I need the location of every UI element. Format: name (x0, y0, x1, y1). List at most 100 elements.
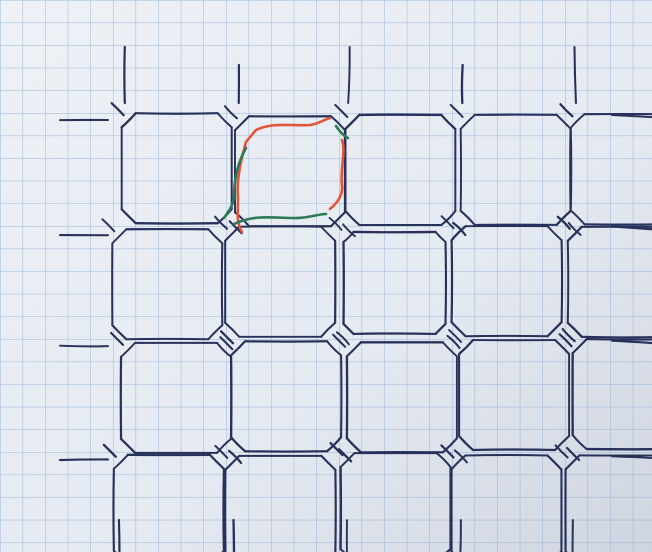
octagon-edge (329, 211, 347, 228)
octagon-edge (450, 321, 467, 338)
octagon-edge (112, 453, 129, 470)
corner-connector (109, 331, 125, 346)
octagon-edge (229, 436, 247, 453)
octagon-edge (554, 434, 571, 452)
corner-connector (110, 102, 125, 117)
octagon-edge (224, 321, 241, 338)
octagon-edge (345, 437, 363, 454)
octagon-edge (450, 454, 467, 471)
corner-connector (453, 449, 468, 464)
octagon-edge (441, 341, 458, 358)
octagon-edge (546, 225, 563, 242)
octagon-edge (569, 113, 586, 130)
octagon-edge (566, 225, 583, 242)
corner-connector (334, 103, 349, 119)
octagon-edge (445, 547, 452, 552)
octagon-edge (585, 338, 652, 341)
octagon-edge (546, 321, 563, 338)
octagon-edge (216, 341, 233, 358)
corner-connector (561, 327, 576, 343)
octagon-edge (434, 322, 447, 336)
bottom-stub (459, 519, 462, 552)
octagon-edge (320, 454, 337, 471)
octagon-edge (207, 228, 224, 245)
octagon-edge (440, 209, 457, 227)
corner-connector (214, 444, 229, 459)
octagon-edge (207, 324, 224, 341)
right-stub (611, 455, 652, 459)
corner-connector (101, 218, 116, 233)
top-stub (460, 63, 464, 105)
octagon-edge (457, 434, 475, 452)
octagon-edge (339, 452, 356, 469)
bottom-stub (232, 518, 236, 552)
octagon-edge (564, 454, 581, 471)
corner-connector (446, 334, 461, 349)
octagon-edge (546, 454, 563, 471)
octagon-edge (571, 338, 588, 355)
corner-connector (452, 221, 467, 237)
left-stub (58, 458, 110, 462)
octagon-edge (119, 437, 137, 455)
octagon-edge (329, 115, 346, 132)
octagon-edge (555, 113, 572, 130)
corner-connector (337, 448, 353, 463)
octagon-edge (441, 437, 458, 454)
corner-connector (556, 215, 571, 231)
bottom-stub (345, 519, 348, 552)
octagon-edge (233, 115, 250, 132)
octagon-edge (569, 209, 586, 226)
octagon-edge (111, 228, 128, 245)
octagon-edge (342, 322, 355, 336)
octagon-edge (344, 209, 361, 227)
octagon-edge (320, 225, 337, 242)
corner-connector (332, 333, 347, 348)
octagon-edge (134, 112, 219, 115)
octagon-edge (216, 437, 233, 454)
corner-connector (554, 444, 569, 459)
octagon-edge (450, 225, 467, 242)
right-stub (610, 225, 652, 231)
octagon-edge (216, 112, 233, 129)
corner-connector (102, 443, 118, 458)
top-stub (347, 46, 351, 104)
corner-connector (440, 215, 455, 230)
octagon-edge (342, 230, 355, 243)
corner-connector (335, 331, 350, 346)
right-stub (611, 114, 652, 119)
octagon-edge (320, 321, 337, 338)
left-stub (59, 344, 109, 348)
corner-connector (228, 220, 243, 235)
corner-connector (227, 449, 243, 465)
octagon-edge (325, 436, 343, 453)
octagon-edge (111, 324, 128, 341)
octagon-edge (440, 113, 457, 131)
octagon-edge (120, 341, 136, 358)
right-stub (610, 339, 652, 345)
corner-connector (559, 103, 574, 118)
octagon-edge (224, 454, 241, 471)
octagon-edge (555, 209, 572, 227)
octagon-edge (345, 341, 362, 358)
octagon-edge (459, 113, 476, 130)
corner-connector (223, 105, 239, 120)
octagon-edge (435, 452, 452, 469)
corner-connector (449, 103, 464, 118)
highlighted-cell (222, 116, 350, 234)
octagon-edge (459, 209, 476, 226)
octagon-lattice (58, 45, 652, 552)
octagon-edge (566, 321, 583, 339)
octagon-edge (229, 340, 247, 357)
octagon-edge (344, 113, 361, 131)
octagon-edge (339, 548, 346, 552)
corner-connector (440, 444, 455, 459)
corner-connector (565, 446, 581, 462)
octagon-edge (571, 434, 588, 451)
octagon-edge (471, 448, 557, 452)
octagon-edge (120, 208, 137, 225)
corner-connector (448, 329, 463, 343)
octagon-edge (224, 225, 241, 242)
